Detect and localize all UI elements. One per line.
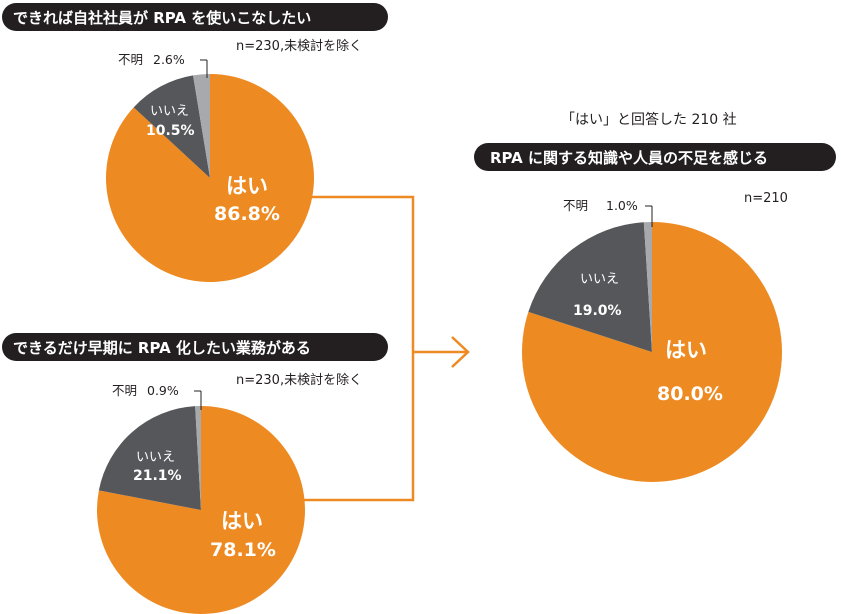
chart-1-no-label: いいえ [150, 104, 189, 119]
chart-2-no-value: 21.1% [133, 468, 182, 484]
chart-2-slice-no [98, 406, 201, 510]
chart-3-slices [521, 222, 782, 482]
chart-1-unknown-value: 2.6% [153, 52, 185, 67]
connector-top [300, 195, 415, 502]
chart-1-no-value: 10.5% [146, 123, 195, 139]
chart-3-unknown-value: 1.0% [606, 198, 638, 213]
chart-1-note: n=230,未検討を除く [236, 38, 362, 54]
chart-2-unknown-label: 不明 [112, 383, 137, 398]
chart-3-yes-label: はい [665, 338, 707, 362]
pie-chart-3: 「はい」と回答した 210 社 RPA に関する知識や人員の不足を感じる n=2… [474, 111, 836, 482]
connector [300, 195, 470, 502]
chart-3-slice-unknown [643, 222, 652, 352]
chart-1-slice-no [133, 75, 210, 178]
chart-1-title: できれば自社社員が RPA を使いこなしたい [13, 9, 311, 27]
chart-2-slice-yes [97, 406, 306, 614]
chart-3-title: RPA に関する知識や人員の不足を感じる [490, 149, 768, 167]
chart-3-no-value: 19.0% [573, 303, 622, 319]
chart-3-no-label: いいえ [580, 272, 619, 287]
chart-3-yes-value: 80.0% [657, 383, 723, 405]
chart-1-unknown-label: 不明 [118, 52, 143, 67]
chart-3-slice-yes [521, 222, 782, 482]
chart-1-slices [105, 74, 314, 282]
chart-3-subtitle: 「はい」と回答した 210 社 [561, 111, 737, 128]
chart-1-yes-value: 86.8% [214, 203, 280, 225]
chart-1-slice-yes [105, 74, 314, 282]
chart-3-unknown-label: 不明 [563, 198, 588, 213]
chart-1-yes-label: はい [226, 174, 268, 198]
chart-2-note: n=230,未検討を除く [236, 372, 362, 388]
pie-chart-2: できるだけ早期に RPA 化したい業務がある n=230,未検討を除く 不明 0… [2, 333, 388, 614]
chart-2-no-label: いいえ [136, 450, 175, 465]
chart-2-unknown-value: 0.9% [147, 383, 179, 398]
chart-2-yes-value: 78.1% [210, 539, 276, 561]
pie-chart-1: できれば自社社員が RPA を使いこなしたい n=230,未検討を除く 不明 2… [2, 3, 388, 282]
chart-2-slices [97, 406, 306, 614]
chart-3-title-pill [474, 143, 836, 171]
arrow-head [451, 336, 470, 368]
chart-1-slice-unknown [193, 74, 210, 178]
chart-1-title-pill [2, 3, 388, 31]
chart-2-slice-unknown [195, 406, 201, 510]
chart-2-yes-label: はい [221, 509, 263, 533]
chart-2-title: できるだけ早期に RPA 化したい業務がある [13, 339, 311, 357]
chart-2-title-pill [2, 333, 388, 361]
chart-3-note: n=210 [744, 191, 788, 206]
chart-3-slice-no [528, 222, 652, 352]
